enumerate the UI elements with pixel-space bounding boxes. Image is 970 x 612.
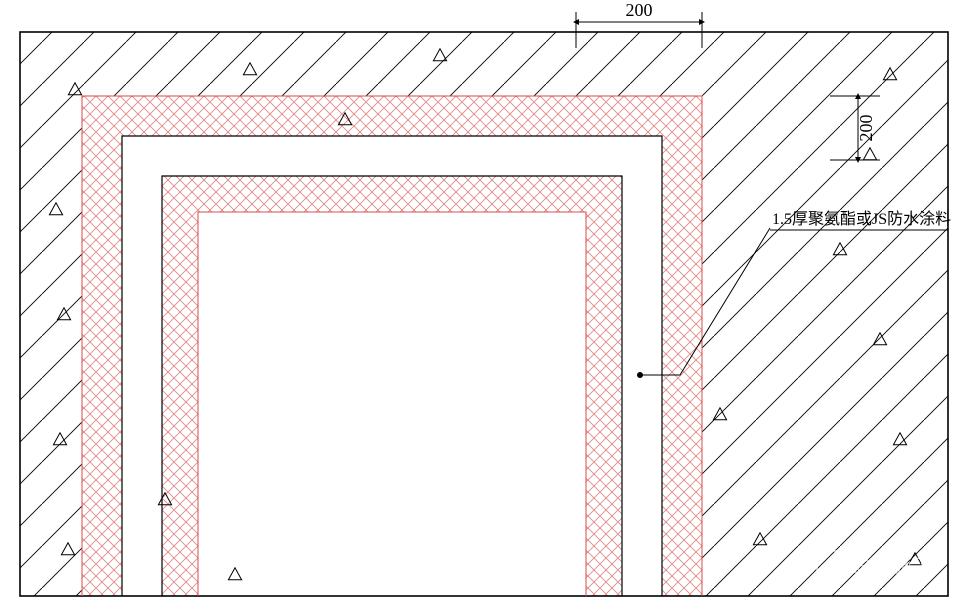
dim-right-value: 200 <box>856 115 876 142</box>
annotation-text: 1.5厚聚氨酯或JS防水涂料 <box>772 210 951 228</box>
watermark-text: 豆丁施工 <box>852 549 932 578</box>
void-triangle <box>228 568 241 580</box>
waterproof-band <box>82 96 702 596</box>
watermark-icon: ❝ <box>816 550 844 578</box>
dim-top-value: 200 <box>626 0 653 20</box>
watermark: ❝ 豆丁施工 <box>816 549 932 578</box>
